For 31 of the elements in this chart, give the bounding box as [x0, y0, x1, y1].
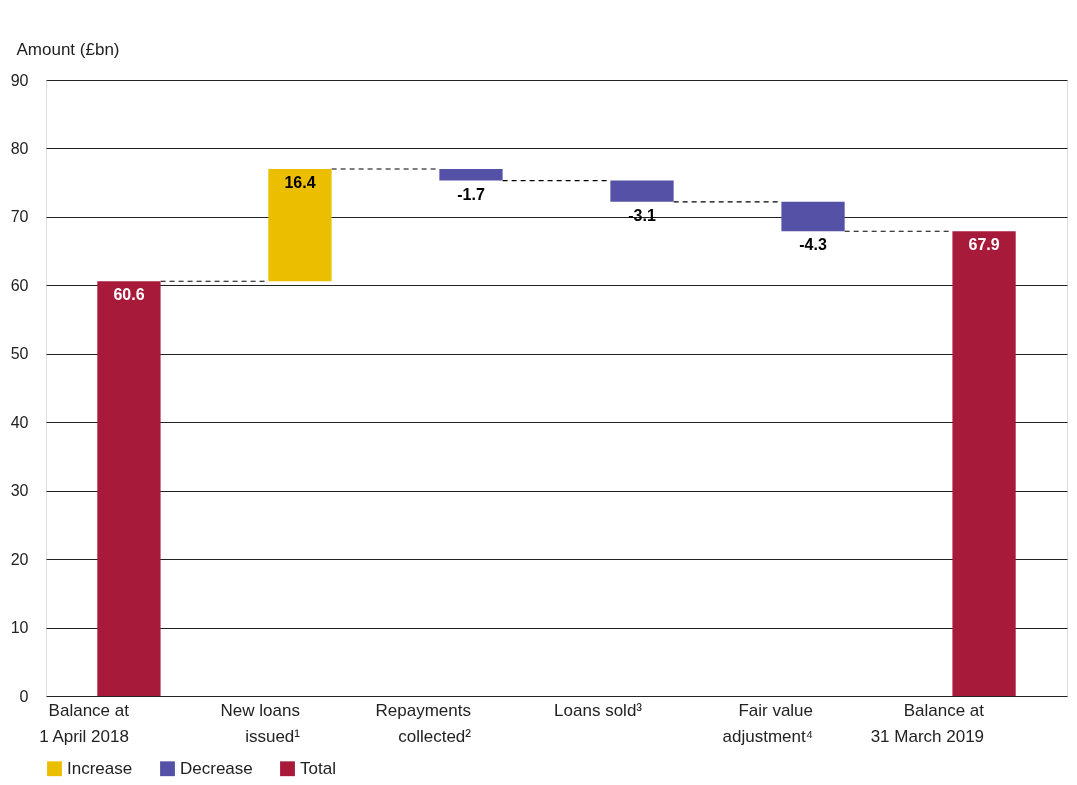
y-tick-label: 80	[10, 139, 29, 157]
bar	[268, 168, 332, 282]
x-tick-label: Loans sold³	[554, 700, 643, 720]
x-tick-label: Balance at 31 March 2019	[870, 700, 985, 746]
y-tick-label: 40	[10, 413, 29, 431]
x-tick-label: Fair value adjustment⁴	[722, 700, 814, 746]
legend-label: Decrease	[180, 758, 253, 778]
y-tick-label: 0	[19, 687, 29, 705]
bar	[439, 168, 503, 181]
y-tick-label: 90	[10, 71, 29, 89]
x-tick-label: New loans issued¹	[220, 700, 301, 746]
y-tick-label: 20	[10, 550, 29, 568]
data-label: 60.6	[113, 286, 145, 304]
data-label: 16.4	[284, 173, 316, 191]
y-tick-label: 70	[10, 208, 29, 226]
y-tick-label: 10	[10, 619, 29, 637]
bar	[97, 281, 161, 696]
y-axis-title: Amount (£bn)	[16, 39, 120, 59]
y-tick-label: 60	[10, 276, 29, 294]
y-tick-label: 50	[10, 345, 29, 363]
data-label: -1.7	[457, 185, 485, 203]
legend-label: Total	[300, 758, 336, 778]
data-label: 67.9	[968, 236, 1000, 254]
legend-label: Increase	[67, 758, 133, 778]
bar	[952, 231, 1016, 696]
y-tick-label: 30	[10, 482, 29, 500]
bar	[610, 180, 674, 202]
bar	[781, 201, 845, 232]
data-label: -4.3	[799, 236, 827, 254]
x-tick-label: Balance at 1 April 2018	[39, 700, 130, 746]
x-tick-label: Repayments collected²	[375, 700, 472, 746]
